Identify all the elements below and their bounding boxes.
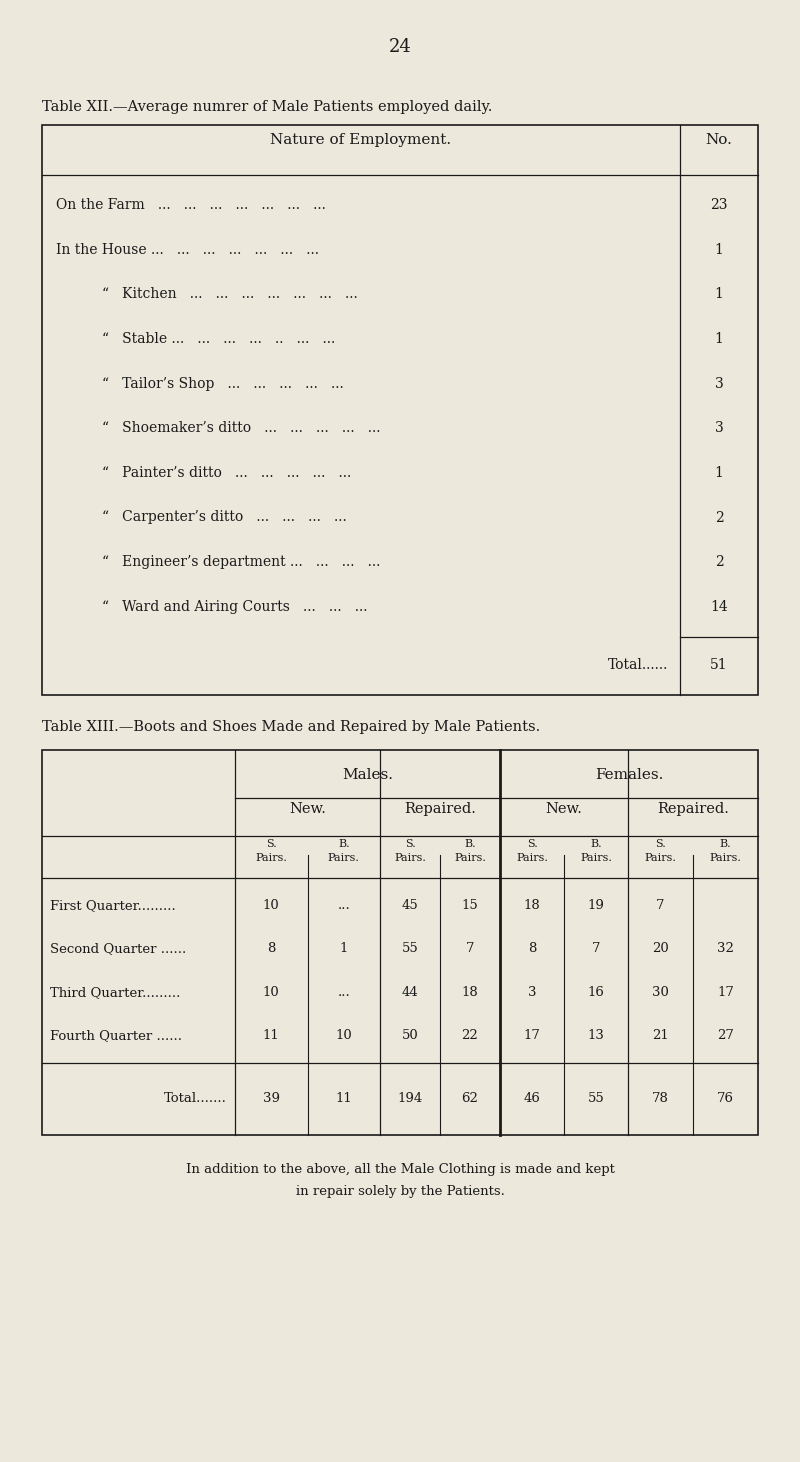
Text: 10: 10 xyxy=(263,899,280,912)
Text: 16: 16 xyxy=(587,985,605,999)
Text: B.: B. xyxy=(720,839,731,849)
Text: Pairs.: Pairs. xyxy=(454,852,486,863)
Text: ...: ... xyxy=(338,985,350,999)
Text: In the House ...   ...   ...   ...   ...   ...   ...: In the House ... ... ... ... ... ... ... xyxy=(56,243,319,257)
Text: Females.: Females. xyxy=(595,768,663,782)
Text: 3: 3 xyxy=(714,377,723,390)
Text: “   Shoemaker’s ditto   ...   ...   ...   ...   ...: “ Shoemaker’s ditto ... ... ... ... ... xyxy=(102,421,381,436)
Text: 17: 17 xyxy=(717,985,734,999)
Text: “   Kitchen   ...   ...   ...   ...   ...   ...   ...: “ Kitchen ... ... ... ... ... ... ... xyxy=(102,288,358,301)
Text: Second Quarter ......: Second Quarter ...... xyxy=(50,943,186,955)
Text: 7: 7 xyxy=(656,899,665,912)
Text: 30: 30 xyxy=(652,985,669,999)
Text: 14: 14 xyxy=(710,599,728,614)
Text: 11: 11 xyxy=(335,1092,352,1105)
Text: Repaired.: Repaired. xyxy=(404,803,476,816)
Text: New.: New. xyxy=(546,803,582,816)
Text: 55: 55 xyxy=(402,943,418,955)
Text: 7: 7 xyxy=(466,943,474,955)
Text: 2: 2 xyxy=(714,510,723,525)
Text: 8: 8 xyxy=(267,943,275,955)
Text: 13: 13 xyxy=(587,1029,605,1042)
Text: S.: S. xyxy=(655,839,666,849)
Text: ...: ... xyxy=(338,899,350,912)
Text: 20: 20 xyxy=(652,943,669,955)
Text: 51: 51 xyxy=(710,658,728,673)
Text: 39: 39 xyxy=(262,1092,280,1105)
Text: 22: 22 xyxy=(462,1029,478,1042)
Text: Pairs.: Pairs. xyxy=(710,852,742,863)
Text: 11: 11 xyxy=(263,1029,280,1042)
Text: 15: 15 xyxy=(462,899,478,912)
Text: Nature of Employment.: Nature of Employment. xyxy=(270,133,451,148)
Bar xyxy=(42,750,758,1135)
Text: Table XII.—Average numrer of Male Patients employed daily.: Table XII.—Average numrer of Male Patien… xyxy=(42,99,492,114)
Text: 45: 45 xyxy=(402,899,418,912)
Text: Third Quarter.........: Third Quarter......... xyxy=(50,985,180,999)
Text: 8: 8 xyxy=(528,943,536,955)
Text: 2: 2 xyxy=(714,556,723,569)
Text: Pairs.: Pairs. xyxy=(328,852,360,863)
Text: Total......: Total...... xyxy=(608,658,668,673)
Text: Pairs.: Pairs. xyxy=(580,852,612,863)
Text: “   Carpenter’s ditto   ...   ...   ...   ...: “ Carpenter’s ditto ... ... ... ... xyxy=(102,510,346,525)
Text: Repaired.: Repaired. xyxy=(657,803,729,816)
Text: 17: 17 xyxy=(523,1029,541,1042)
Text: 44: 44 xyxy=(402,985,418,999)
Text: “   Tailor’s Shop   ...   ...   ...   ...   ...: “ Tailor’s Shop ... ... ... ... ... xyxy=(102,377,344,390)
Text: Pairs.: Pairs. xyxy=(645,852,677,863)
Text: 1: 1 xyxy=(714,466,723,480)
Bar xyxy=(42,124,758,694)
Text: “   Stable ...   ...   ...   ...   ..   ...   ...: “ Stable ... ... ... ... .. ... ... xyxy=(102,332,335,346)
Text: 1: 1 xyxy=(714,332,723,346)
Text: 18: 18 xyxy=(462,985,478,999)
Text: 21: 21 xyxy=(652,1029,669,1042)
Text: Table XIII.—Boots and Shoes Made and Repaired by Male Patients.: Table XIII.—Boots and Shoes Made and Rep… xyxy=(42,719,540,734)
Text: Total.......: Total....... xyxy=(164,1092,227,1105)
Text: 10: 10 xyxy=(263,985,280,999)
Text: 1: 1 xyxy=(339,943,348,955)
Text: 3: 3 xyxy=(528,985,536,999)
Text: Pairs.: Pairs. xyxy=(516,852,548,863)
Text: 32: 32 xyxy=(717,943,734,955)
Text: 3: 3 xyxy=(714,421,723,436)
Text: 27: 27 xyxy=(717,1029,734,1042)
Text: Males.: Males. xyxy=(342,768,393,782)
Text: In addition to the above, all the Male Clothing is made and kept: In addition to the above, all the Male C… xyxy=(186,1162,614,1175)
Text: 62: 62 xyxy=(462,1092,478,1105)
Text: Pairs.: Pairs. xyxy=(394,852,426,863)
Text: 19: 19 xyxy=(587,899,605,912)
Text: S.: S. xyxy=(405,839,415,849)
Text: Fourth Quarter ......: Fourth Quarter ...... xyxy=(50,1029,182,1042)
Text: B.: B. xyxy=(464,839,476,849)
Text: B.: B. xyxy=(590,839,602,849)
Text: 76: 76 xyxy=(717,1092,734,1105)
Text: On the Farm   ...   ...   ...   ...   ...   ...   ...: On the Farm ... ... ... ... ... ... ... xyxy=(56,199,326,212)
Text: “   Ward and Airing Courts   ...   ...   ...: “ Ward and Airing Courts ... ... ... xyxy=(102,599,367,614)
Text: “   Painter’s ditto   ...   ...   ...   ...   ...: “ Painter’s ditto ... ... ... ... ... xyxy=(102,466,351,480)
Text: 18: 18 xyxy=(524,899,540,912)
Text: 7: 7 xyxy=(592,943,600,955)
Text: S.: S. xyxy=(266,839,277,849)
Text: 10: 10 xyxy=(335,1029,352,1042)
Text: in repair solely by the Patients.: in repair solely by the Patients. xyxy=(295,1186,505,1197)
Text: 1: 1 xyxy=(714,288,723,301)
Text: 194: 194 xyxy=(398,1092,422,1105)
Text: 23: 23 xyxy=(710,199,728,212)
Text: “   Engineer’s department ...   ...   ...   ...: “ Engineer’s department ... ... ... ... xyxy=(102,556,380,569)
Text: Pairs.: Pairs. xyxy=(255,852,287,863)
Text: No.: No. xyxy=(706,133,733,148)
Text: First Quarter.........: First Quarter......... xyxy=(50,899,176,912)
Text: 46: 46 xyxy=(523,1092,541,1105)
Text: New.: New. xyxy=(289,803,326,816)
Text: S.: S. xyxy=(526,839,538,849)
Text: 1: 1 xyxy=(714,243,723,257)
Text: B.: B. xyxy=(338,839,350,849)
Text: 78: 78 xyxy=(652,1092,669,1105)
Text: 50: 50 xyxy=(402,1029,418,1042)
Text: 55: 55 xyxy=(588,1092,604,1105)
Text: 24: 24 xyxy=(389,38,411,56)
